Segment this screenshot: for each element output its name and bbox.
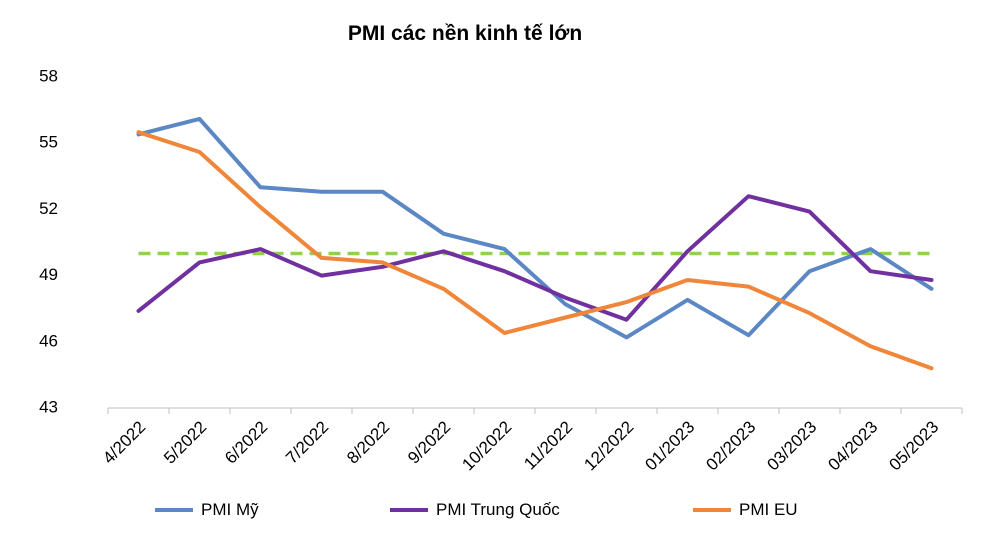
series-1-point: [382, 266, 383, 268]
series-2-point: [138, 131, 139, 133]
x-tick-label: 03/2023: [763, 417, 820, 474]
x-tick-label: 6/2022: [221, 417, 271, 467]
series-2-point: [321, 257, 322, 259]
series-1-point: [443, 250, 444, 252]
legend-label: PMI Trung Quốc: [436, 500, 560, 519]
series-1-point: [565, 297, 566, 299]
y-tick-label: 49: [39, 265, 58, 284]
x-tick-label: 10/2022: [458, 417, 515, 474]
series-2-point: [382, 261, 383, 263]
series-1-point: [870, 270, 871, 272]
series-2-point: [931, 367, 932, 369]
series-1-point: [504, 270, 505, 272]
series-1-point: [260, 248, 261, 250]
series-1-point: [931, 279, 932, 281]
series-2-point: [443, 288, 444, 290]
series-line-1: [136, 194, 934, 322]
y-tick-label: 43: [39, 397, 58, 416]
series-2-point: [748, 286, 749, 288]
chart-title: PMI các nền kinh tế lớn: [347, 22, 583, 45]
series-2-point: [687, 279, 688, 281]
legend-item-0: PMI Mỹ: [155, 500, 259, 520]
series-0-point: [626, 336, 627, 338]
series-2-point: [626, 301, 627, 303]
series-2-point: [809, 312, 810, 314]
x-tick-label: 01/2023: [641, 417, 698, 474]
x-tick-label: 04/2023: [824, 417, 881, 474]
series-2-point: [199, 151, 200, 153]
series-0-point: [931, 288, 932, 290]
x-tick-label: 12/2022: [580, 417, 637, 474]
series-2-point: [504, 332, 505, 334]
series-1-point: [809, 211, 810, 213]
series-1-point: [199, 261, 200, 263]
series-0-point: [504, 248, 505, 250]
legend-item-1: PMI Trung Quốc: [390, 500, 560, 520]
x-tick-label: 5/2022: [160, 417, 210, 467]
x-tick-label: 05/2023: [885, 417, 942, 474]
series-0-point: [443, 233, 444, 235]
legend-item-2: PMI EU: [693, 500, 798, 520]
chart-plot: 43 46 49 52 55 58 4/2022 5/2022 6/2022 7/2022 8/20…: [39, 66, 963, 474]
series-1-point: [748, 195, 749, 197]
x-tick-label: 8/2022: [343, 417, 393, 467]
y-tick-label: 52: [39, 199, 58, 218]
series-2-point: [565, 317, 566, 319]
series-0-point: [199, 118, 200, 120]
series-1-point: [626, 319, 627, 321]
x-tick-label: 4/2022: [99, 417, 149, 467]
series-line-0: [136, 116, 934, 340]
series-0-point: [809, 270, 810, 272]
x-tick-label: 11/2022: [520, 417, 576, 473]
series-0-point: [382, 191, 383, 193]
series-0-point: [687, 299, 688, 301]
y-tick-label: 58: [39, 66, 58, 85]
legend-label: PMI Mỹ: [201, 500, 259, 519]
legend-swatch: [693, 508, 731, 512]
x-tick-label: 9/2022: [404, 417, 454, 467]
series-line-2: [136, 130, 934, 371]
series-1-point: [687, 250, 688, 252]
series-1-point: [138, 310, 139, 312]
series-0-point: [260, 186, 261, 188]
x-tick-label: 7/2022: [282, 417, 332, 467]
series-1-point: [321, 275, 322, 277]
series-2-point: [260, 206, 261, 208]
y-tick-label: 55: [39, 133, 58, 152]
series-0-point: [321, 191, 322, 193]
legend-label: PMI EU: [739, 500, 798, 519]
series-2-point: [870, 345, 871, 347]
x-tick-label: 02/2023: [702, 417, 759, 474]
legend-swatch: [390, 508, 428, 512]
series-0-point: [748, 334, 749, 336]
series-0-point: [565, 303, 566, 305]
y-tick-label: 46: [39, 331, 58, 350]
legend-swatch: [155, 508, 193, 512]
chart-legend: PMI Mỹ PMI Trung Quốc PMI EU: [0, 500, 1000, 530]
series-0-point: [870, 248, 871, 250]
